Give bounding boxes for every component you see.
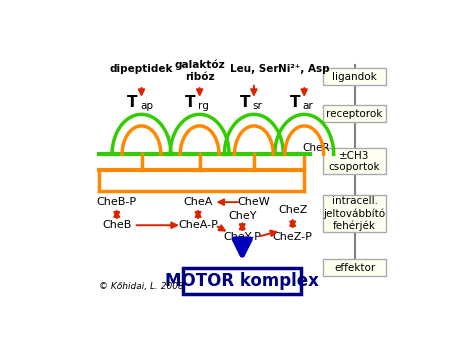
Text: T: T [290, 95, 301, 110]
FancyBboxPatch shape [183, 268, 301, 294]
Text: CheB: CheB [102, 220, 131, 230]
Text: intracell.
jeltovábbító
fehérjék: intracell. jeltovábbító fehérjék [324, 196, 386, 231]
Text: CheB-P: CheB-P [97, 197, 137, 207]
Text: ligandok: ligandok [332, 72, 377, 82]
Text: T: T [239, 95, 250, 110]
Text: CheA: CheA [184, 197, 213, 207]
Text: receptorok: receptorok [326, 109, 383, 119]
Text: galaktóz
ribóz: galaktóz ribóz [174, 60, 225, 82]
FancyBboxPatch shape [323, 148, 387, 175]
Text: Leu, Ser: Leu, Ser [230, 64, 278, 73]
FancyBboxPatch shape [323, 105, 387, 122]
Text: dipeptidek: dipeptidek [110, 64, 173, 73]
Text: effektor: effektor [334, 263, 375, 273]
FancyBboxPatch shape [323, 259, 387, 276]
Text: sr: sr [252, 101, 262, 111]
Text: T: T [127, 95, 138, 110]
Text: CheR: CheR [302, 143, 329, 153]
Text: CheY-P: CheY-P [223, 232, 261, 242]
Text: ap: ap [140, 101, 153, 111]
Text: T: T [185, 95, 196, 110]
Text: CheY: CheY [228, 211, 256, 221]
Text: MOTOR komplex: MOTOR komplex [165, 272, 319, 290]
Text: © Kőhidai, L. 2008: © Kőhidai, L. 2008 [99, 282, 184, 292]
Text: ar: ar [303, 101, 314, 111]
Text: CheA-P: CheA-P [178, 220, 218, 230]
Text: Ni²⁺, Asp: Ni²⁺, Asp [279, 64, 330, 73]
FancyBboxPatch shape [323, 195, 387, 232]
Text: CheZ: CheZ [278, 205, 307, 215]
FancyBboxPatch shape [323, 68, 387, 85]
Text: rg: rg [198, 101, 209, 111]
Text: ±CH3
csoportok: ±CH3 csoportok [329, 151, 380, 172]
Text: CheW: CheW [238, 197, 270, 207]
Text: CheZ-P: CheZ-P [273, 232, 313, 242]
